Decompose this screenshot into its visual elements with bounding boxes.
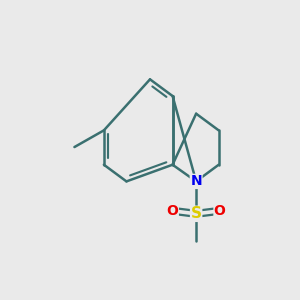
- Text: O: O: [214, 204, 226, 218]
- Text: S: S: [190, 206, 202, 221]
- Text: O: O: [167, 204, 178, 218]
- Text: N: N: [190, 174, 202, 188]
